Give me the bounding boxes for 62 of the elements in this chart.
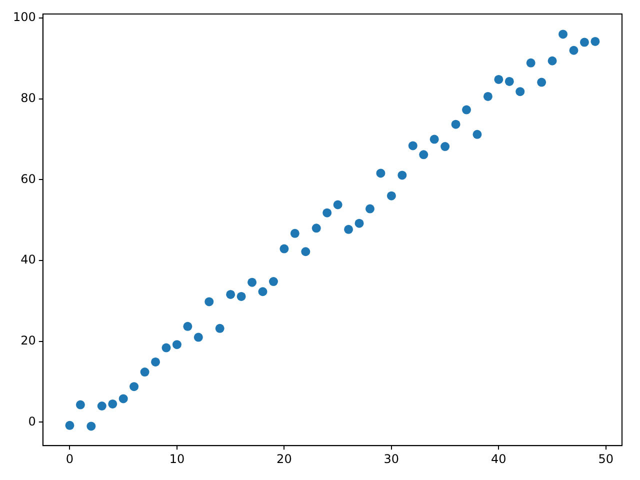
y-tick-label: 40	[20, 252, 36, 267]
point	[408, 141, 418, 150]
y-tick-label: 80	[20, 90, 36, 105]
point	[558, 30, 568, 39]
point	[526, 58, 536, 68]
point	[183, 322, 192, 331]
point	[248, 278, 257, 287]
point	[258, 287, 268, 296]
point	[215, 324, 224, 333]
point	[151, 357, 160, 366]
point	[365, 204, 374, 214]
point	[440, 142, 450, 152]
point	[451, 120, 460, 129]
y-tick-label: 60	[20, 172, 36, 186]
point	[472, 130, 482, 139]
point	[430, 134, 439, 144]
point	[483, 92, 492, 101]
point	[86, 422, 96, 431]
point	[398, 170, 407, 180]
x-tick-label: 30	[384, 452, 400, 466]
point	[226, 290, 236, 299]
point	[162, 343, 171, 352]
point	[344, 224, 354, 234]
point	[76, 400, 85, 410]
point	[108, 399, 118, 408]
point	[537, 78, 546, 87]
x-tick-label: 40	[491, 452, 506, 466]
point	[236, 292, 246, 301]
point	[419, 150, 428, 160]
x-tick-label: 10	[169, 452, 185, 466]
point	[354, 218, 364, 228]
point	[569, 46, 578, 55]
point	[494, 74, 504, 84]
x-tick-label: 50	[598, 452, 614, 466]
point	[580, 38, 589, 47]
point	[504, 76, 514, 86]
point	[65, 420, 74, 430]
y-tick-label: 100	[13, 10, 36, 24]
point	[280, 244, 289, 254]
point	[376, 168, 386, 178]
point	[333, 200, 342, 210]
x-tick-label: 0	[66, 452, 74, 466]
point	[268, 277, 278, 286]
y-tick-label: 0	[28, 414, 36, 428]
point	[386, 191, 396, 200]
point	[194, 332, 203, 342]
point	[140, 368, 150, 377]
point	[548, 56, 557, 66]
point	[130, 382, 139, 392]
point	[290, 228, 300, 238]
x-tick-label: 20	[276, 452, 292, 466]
point	[301, 247, 310, 256]
point	[312, 224, 321, 233]
point	[322, 208, 332, 218]
point	[204, 297, 214, 306]
point	[172, 340, 182, 350]
point	[462, 105, 471, 114]
point	[118, 394, 128, 404]
y-tick-label: 20	[20, 333, 36, 348]
point	[516, 87, 525, 96]
point	[97, 401, 106, 410]
point	[590, 36, 600, 46]
